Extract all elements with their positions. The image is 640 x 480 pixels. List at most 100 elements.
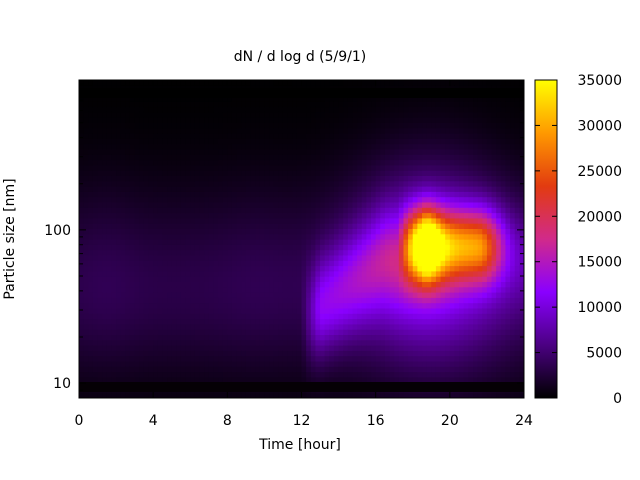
heatmap-cell: [310, 244, 317, 251]
heatmap-cell: [435, 143, 442, 150]
heatmap-cell: [134, 127, 140, 134]
heatmap-cell: [301, 239, 307, 245]
heatmap-cell: [88, 265, 94, 272]
heatmap-cell: [143, 371, 150, 378]
heatmap-cell: [310, 392, 317, 398]
heatmap-cell: [255, 323, 261, 330]
heatmap-cell: [171, 297, 177, 304]
heatmap-cell: [394, 323, 400, 330]
heatmap-cell: [231, 175, 238, 182]
heatmap-cell: [194, 244, 201, 251]
heatmap-cell: [310, 148, 317, 155]
heatmap-cell: [250, 201, 256, 208]
heatmap-cell: [162, 223, 168, 229]
heatmap-cell: [384, 307, 391, 314]
heatmap-cell: [167, 254, 173, 261]
heatmap-cell: [222, 201, 228, 208]
heatmap-cell: [231, 350, 238, 357]
heatmap-cell: [435, 170, 442, 176]
heatmap-cell: [227, 111, 233, 118]
heatmap-cell: [111, 350, 117, 357]
heatmap-cell: [375, 392, 381, 398]
heatmap-cell: [431, 329, 437, 335]
heatmap-cell: [255, 180, 261, 187]
heatmap-cell: [231, 318, 238, 325]
heatmap-cell: [208, 164, 215, 171]
heatmap-cell: [380, 148, 386, 155]
heatmap-cell: [134, 217, 140, 224]
heatmap-cell: [269, 254, 275, 261]
heatmap-cell: [199, 127, 205, 134]
heatmap-cell: [287, 80, 293, 86]
heatmap-cell: [361, 249, 367, 256]
heatmap-cell: [426, 111, 432, 118]
heatmap-cell: [129, 307, 136, 314]
heatmap-cell: [371, 281, 377, 288]
heatmap-cell: [408, 111, 414, 118]
heatmap-cell: [88, 329, 94, 335]
heatmap-cell: [269, 392, 275, 398]
heatmap-cell: [194, 371, 201, 378]
heatmap-cell: [384, 95, 391, 102]
heatmap-cell: [134, 323, 140, 330]
heatmap-cell: [79, 217, 85, 224]
heatmap-cell: [269, 133, 275, 139]
heatmap-cell: [176, 80, 182, 86]
heatmap-cell: [394, 106, 400, 113]
heatmap-cell: [236, 127, 242, 134]
heatmap-cell: [222, 297, 228, 304]
heatmap-cell: [259, 212, 266, 219]
heatmap-cell: [208, 254, 215, 261]
heatmap-cell: [157, 175, 164, 182]
heatmap-cell: [139, 270, 145, 277]
heatmap-cell: [426, 201, 432, 208]
heatmap-cell: [445, 117, 451, 123]
heatmap-cell: [167, 180, 173, 187]
heatmap-cell: [310, 329, 317, 335]
heatmap-cell: [148, 376, 154, 383]
heatmap-cell: [241, 143, 247, 150]
heatmap-cell: [194, 223, 201, 229]
heatmap-cell: [102, 143, 108, 150]
heatmap-cell: [426, 180, 432, 187]
heatmap-cell: [88, 345, 94, 351]
heatmap-cell: [236, 159, 242, 166]
heatmap-cell: [296, 265, 303, 272]
heatmap-cell: [79, 318, 85, 325]
heatmap-cell: [213, 217, 219, 224]
heatmap-cell: [204, 80, 210, 86]
heatmap-cell: [394, 80, 400, 86]
heatmap-cell: [366, 323, 372, 330]
heatmap-cell: [431, 276, 437, 282]
heatmap-cell: [459, 265, 465, 272]
heatmap-cell: [296, 154, 303, 161]
heatmap-cell: [301, 260, 307, 267]
heatmap-cell: [176, 254, 182, 261]
heatmap-cell: [102, 196, 108, 203]
heatmap-cell: [338, 270, 344, 277]
heatmap-cell: [440, 239, 446, 245]
heatmap-cell: [398, 249, 405, 256]
heatmap-cell: [459, 111, 465, 118]
heatmap-cell: [435, 154, 442, 161]
heatmap-cell: [125, 292, 131, 298]
heatmap-cell: [431, 292, 437, 298]
heatmap-cell: [88, 122, 94, 129]
heatmap-cell: [83, 355, 89, 362]
heatmap-cell: [227, 350, 233, 357]
heatmap-cell: [259, 196, 266, 203]
heatmap-cell: [153, 133, 159, 139]
heatmap-cell: [102, 355, 108, 362]
heatmap-cell: [236, 148, 242, 155]
heatmap-cell: [129, 170, 136, 176]
heatmap-cell: [97, 196, 103, 203]
heatmap-cell: [148, 127, 154, 134]
heatmap-cell: [148, 270, 154, 277]
heatmap-cell: [245, 148, 252, 155]
heatmap-cell: [208, 133, 215, 139]
heatmap-cell: [417, 281, 423, 288]
heatmap-cell: [269, 292, 275, 298]
heatmap-cell: [185, 191, 191, 198]
heatmap-cell: [375, 350, 381, 357]
heatmap-cell: [106, 127, 113, 134]
